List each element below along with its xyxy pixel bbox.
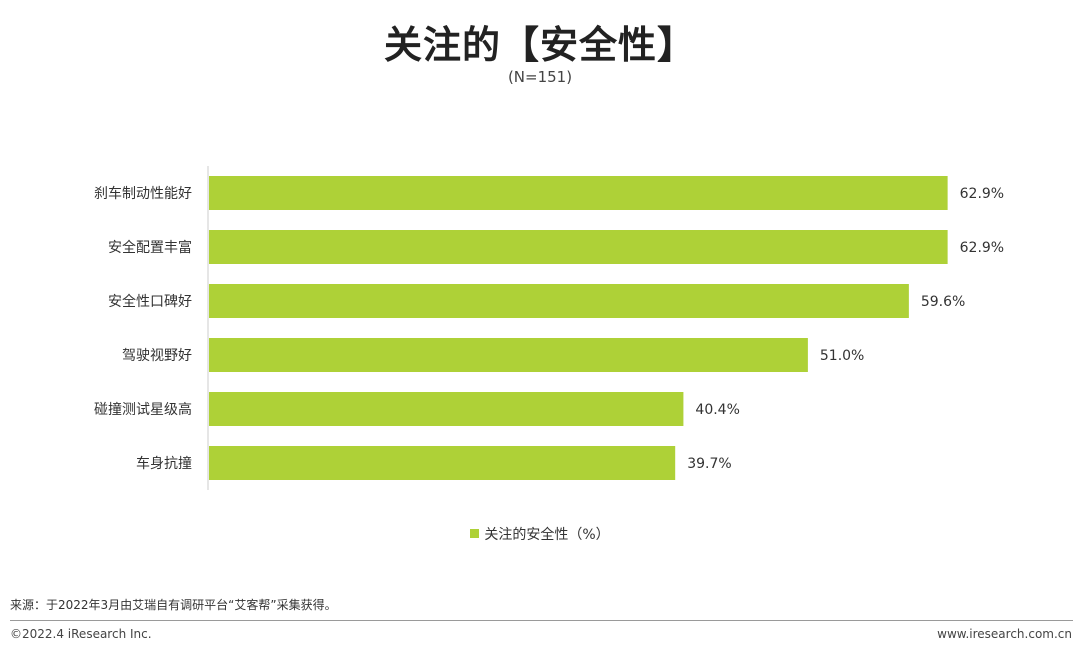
data-label: 62.9%: [960, 186, 1004, 202]
data-label: 51.0%: [820, 348, 864, 364]
bar: [209, 284, 909, 318]
bar: [209, 338, 808, 372]
legend-swatch: [470, 529, 480, 538]
copyright: ©2022.4 iResearch Inc.: [10, 627, 152, 641]
category-label: 驾驶视野好: [122, 348, 192, 364]
bar-chart: 刹车制动性能好 62.9% 安全配置丰富 62.9% 安全性口碑好 59.6% 驾驶视野好 5…: [94, 166, 1004, 490]
category-label: 刹车制动性能好: [94, 185, 192, 202]
bar: [209, 230, 948, 264]
bar: [209, 392, 684, 426]
data-label: 62.9%: [960, 240, 1004, 256]
category-label: 碰撞测试星级高: [94, 401, 192, 418]
source-note: 来源：于2022年3月由艾瑞自有调研平台“艾客帮”采集获得。: [10, 598, 337, 612]
data-label: 40.4%: [695, 402, 739, 418]
chart-subtitle: (N=151): [507, 68, 573, 86]
category-label: 安全配置丰富: [108, 239, 192, 256]
legend-label: 关注的安全性（%）: [484, 527, 610, 543]
footer-divider: [10, 620, 1073, 621]
category-label: 车身抗撞: [136, 455, 192, 472]
data-label: 59.6%: [921, 294, 965, 310]
website: www.iresearch.com.cn: [937, 627, 1072, 641]
category-label: 安全性口碑好: [108, 293, 192, 310]
chart-title: 关注的【安全性】: [383, 23, 696, 67]
legend: 关注的安全性（%）: [0, 524, 1080, 544]
bar: [209, 176, 948, 210]
data-label: 39.7%: [687, 456, 731, 472]
bar: [209, 446, 676, 480]
